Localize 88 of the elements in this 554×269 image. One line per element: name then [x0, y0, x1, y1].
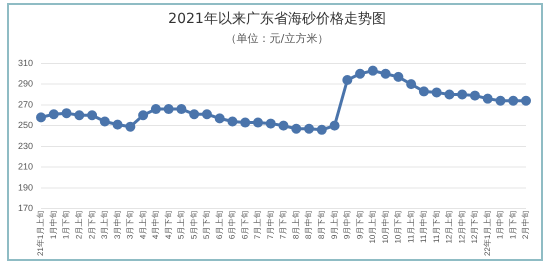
y-tick-label: 170	[18, 203, 34, 214]
point	[406, 79, 416, 90]
x-tick-label: 2月上旬	[74, 210, 84, 240]
point	[138, 110, 148, 120]
point	[36, 112, 46, 122]
point	[164, 104, 174, 114]
y-tick-label: 230	[18, 140, 34, 151]
x-tick-label: 12月下旬	[470, 210, 480, 244]
point	[278, 120, 289, 131]
point	[291, 124, 302, 134]
x-tick-label: 3月上旬	[100, 210, 110, 240]
y-tick-label: 250	[18, 120, 34, 130]
y-tick-label: 270	[18, 99, 34, 110]
x-tick-label: 7月中旬	[266, 210, 275, 240]
x-tick-label: 2月下旬	[87, 210, 96, 240]
point	[418, 86, 429, 96]
x-tick-label: 21年1月上旬	[36, 210, 46, 256]
chart-title: 2021年以来广东省海砂价格走势图	[167, 10, 387, 28]
x-tick-label: 8月上旬	[291, 210, 300, 240]
point	[457, 90, 468, 100]
x-tick-label: 8月中旬	[304, 210, 314, 240]
x-tick-label: 4月上旬	[138, 210, 148, 240]
x-tick-label: 10月下旬	[394, 210, 403, 244]
point	[189, 109, 200, 120]
point	[100, 116, 110, 126]
point	[74, 110, 84, 120]
point	[380, 68, 391, 79]
x-tick-label: 5月中旬	[189, 210, 198, 240]
point	[508, 96, 518, 106]
x-tick-label: 7月下旬	[278, 210, 288, 240]
x-tick-label: 6月下旬	[240, 210, 250, 240]
x-tick-label: 6月中旬	[228, 210, 237, 240]
x-tick-label: 11月上旬	[406, 210, 416, 243]
x-tick-label: 11月下旬	[432, 210, 441, 243]
x-tick-label: 9月上旬	[330, 210, 339, 240]
x-tick-label: 9月下旬	[355, 210, 364, 240]
point	[112, 120, 123, 130]
point	[316, 124, 327, 135]
x-tick-label: 10月上旬	[368, 210, 378, 244]
chart-subtitle: （单位：元/立方米）	[224, 31, 330, 46]
x-tick-label: 7月上旬	[253, 210, 262, 240]
point	[304, 124, 314, 134]
point	[87, 110, 98, 120]
x-tick-label: 12月中旬	[457, 210, 466, 244]
x-tick-label: 3月下旬	[126, 210, 135, 240]
x-tick-label: 1月中旬	[48, 210, 58, 240]
x-tick-label: 2月中旬	[521, 210, 530, 240]
point	[240, 118, 250, 128]
x-tick-label: 4月下旬	[164, 210, 173, 240]
point	[176, 104, 186, 114]
x-tick-label: 1月下旬	[508, 210, 518, 240]
point	[150, 104, 161, 114]
x-tick-label: 6月上旬	[214, 210, 224, 240]
point	[202, 109, 212, 120]
x-tick-label: 4月中旬	[151, 210, 160, 240]
y-tick-label: 290	[18, 78, 34, 89]
point	[330, 120, 340, 131]
point	[266, 118, 276, 129]
x-tick-label: 22年1月上旬	[482, 210, 492, 256]
point	[214, 113, 225, 124]
x-tick-label: 1月下旬	[62, 210, 71, 240]
x-tick-label: 3月中旬	[112, 210, 122, 240]
y-tick-label: 190	[18, 182, 34, 192]
x-tick-label: 5月下旬	[202, 210, 212, 240]
point	[252, 118, 263, 128]
x-tick-label: 8月下旬	[317, 210, 326, 240]
point	[227, 116, 238, 126]
point	[444, 90, 454, 100]
x-tick-label: 9月中旬	[342, 210, 352, 240]
x-tick-label: 10月中旬	[380, 210, 390, 244]
point	[470, 90, 480, 101]
point	[125, 122, 136, 132]
point	[393, 72, 404, 82]
point	[62, 108, 72, 118]
y-tick-label: 310	[18, 58, 34, 68]
point	[521, 96, 531, 106]
point	[342, 75, 352, 85]
point	[495, 96, 506, 106]
x-tick-label: 12月上旬	[444, 210, 454, 244]
x-tick-label: 5月上旬	[176, 210, 186, 240]
point	[355, 68, 366, 79]
point	[432, 87, 442, 98]
y-tick-label: 210	[18, 162, 34, 172]
x-tick-label: 11月中旬	[419, 210, 428, 243]
point	[48, 109, 59, 120]
x-tick-label: 1月中旬	[496, 210, 505, 240]
point	[482, 94, 493, 104]
point	[368, 66, 378, 76]
